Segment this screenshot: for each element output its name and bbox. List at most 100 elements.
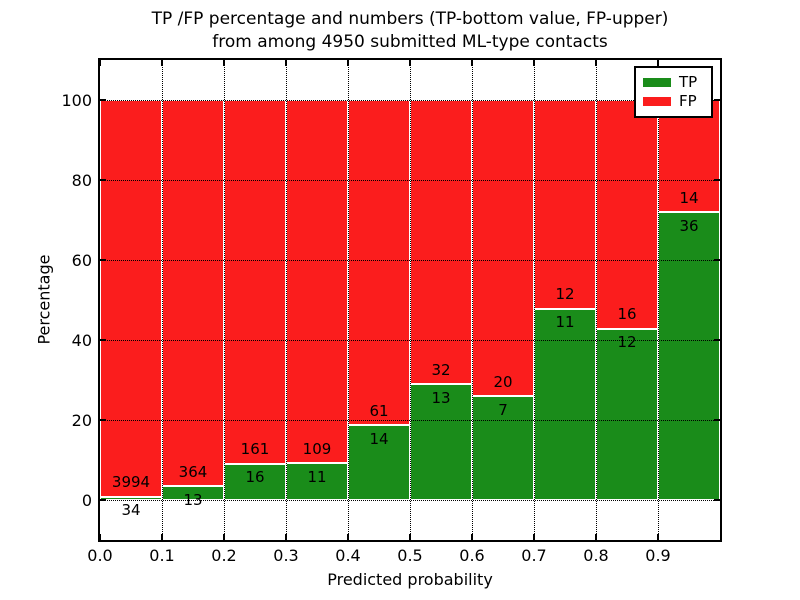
plot-area: TP FP 3994 34 364 13 161 16 109 11 61 14 32 13 20 7 12… [98, 58, 722, 542]
v-gridline [410, 60, 411, 540]
tp-bar-segment [596, 328, 658, 500]
x-tick-mark [99, 534, 101, 540]
legend-item-tp: TP [643, 73, 705, 92]
tp-count-label: 7 [498, 400, 508, 419]
legend-label-tp: TP [679, 73, 698, 91]
x-tick-mark [285, 60, 287, 66]
tp-bar-segment [286, 463, 348, 500]
x-tick-mark [223, 534, 225, 540]
tp-bar-segment [658, 212, 720, 500]
x-tick-mark [471, 60, 473, 66]
x-tick-mark [347, 534, 349, 540]
y-tick-mark [714, 339, 720, 341]
x-tick-label: 0.1 [149, 546, 175, 565]
y-tick-mark [100, 179, 106, 181]
fp-count-label: 32 [431, 360, 451, 379]
legend-item-fp: FP [643, 92, 705, 111]
fp-bar-segment [534, 100, 596, 309]
v-gridline [472, 60, 473, 540]
tp-count-label: 13 [431, 388, 451, 407]
y-tick-mark [714, 259, 720, 261]
v-gridline [658, 60, 659, 540]
v-gridline [224, 60, 225, 540]
x-tick-label: 0.6 [459, 546, 485, 565]
x-tick-mark [409, 534, 411, 540]
fp-count-label: 364 [178, 462, 208, 481]
x-tick-mark [657, 534, 659, 540]
x-tick-mark [595, 534, 597, 540]
x-tick-label: 0.5 [397, 546, 423, 565]
fp-count-label: 16 [617, 305, 637, 324]
y-tick-mark [714, 179, 720, 181]
tp-count-label: 11 [555, 313, 575, 332]
fp-bar-segment [410, 100, 472, 385]
legend: TP FP [634, 66, 713, 118]
x-tick-label: 0.2 [211, 546, 237, 565]
legend-swatch-fp-icon [643, 97, 671, 106]
x-tick-label: 0.8 [583, 546, 609, 565]
fp-bar-segment [286, 100, 348, 464]
fp-count-label: 61 [369, 401, 389, 420]
legend-swatch-tp-icon [643, 78, 671, 87]
chart-title-line-2: from among 4950 submitted ML-type contac… [212, 32, 608, 52]
x-axis-label: Predicted probability [327, 570, 493, 589]
y-tick-label: 20 [71, 410, 92, 430]
x-tick-mark [161, 60, 163, 66]
x-tick-mark [99, 60, 101, 66]
v-gridline [286, 60, 287, 540]
x-tick-mark [657, 60, 659, 66]
x-tick-mark [533, 534, 535, 540]
fp-bar-segment [596, 100, 658, 329]
y-tick-label: 100 [61, 90, 92, 110]
x-tick-label: 0.7 [521, 546, 547, 565]
y-tick-label: 60 [71, 250, 92, 270]
tp-count-label: 12 [617, 333, 637, 352]
x-tick-mark [409, 60, 411, 66]
tp-count-label: 34 [121, 501, 141, 520]
x-tick-mark [471, 534, 473, 540]
tp-count-label: 13 [183, 490, 203, 509]
tp-count-label: 36 [679, 216, 699, 235]
legend-label-fp: FP [679, 92, 697, 110]
fp-count-label: 3994 [111, 473, 151, 492]
fp-bar-segment [162, 100, 224, 487]
x-tick-mark [161, 534, 163, 540]
fp-count-label: 12 [555, 285, 575, 304]
y-tick-mark [100, 259, 106, 261]
chart-title-line-1: TP /FP percentage and numbers (TP-bottom… [151, 9, 669, 29]
x-tick-mark [285, 534, 287, 540]
y-tick-mark [714, 419, 720, 421]
tp-bar-segment [224, 463, 286, 500]
fp-count-label: 109 [302, 439, 332, 458]
fp-count-label: 14 [679, 188, 699, 207]
x-tick-label: 0.0 [87, 546, 113, 565]
v-gridline [596, 60, 597, 540]
y-tick-label: 80 [71, 170, 92, 190]
y-tick-label: 40 [71, 330, 92, 350]
x-tick-mark [533, 60, 535, 66]
tp-count-label: 16 [245, 468, 265, 487]
y-tick-mark [714, 499, 720, 501]
y-tick-mark [100, 499, 106, 501]
y-tick-mark [100, 339, 106, 341]
y-tick-mark [714, 99, 720, 101]
fp-bar-segment [348, 100, 410, 426]
x-tick-mark [347, 60, 349, 66]
fp-bar-segment [224, 100, 286, 464]
x-tick-label: 0.9 [645, 546, 671, 565]
tp-bar-segment [100, 496, 162, 500]
fp-count-label: 161 [240, 440, 270, 459]
y-tick-mark [100, 419, 106, 421]
tp-bar-segment [534, 308, 596, 500]
tp-count-label: 11 [307, 467, 327, 486]
y-axis-label: Percentage [34, 254, 54, 345]
x-tick-label: 0.3 [273, 546, 299, 565]
x-tick-label: 0.4 [335, 546, 361, 565]
v-gridline [534, 60, 535, 540]
fp-count-label: 20 [493, 372, 513, 391]
tp-count-label: 14 [369, 429, 389, 448]
fp-bar-segment [100, 100, 162, 497]
y-tick-label: 0 [81, 490, 92, 510]
fp-bar-segment [472, 100, 534, 397]
